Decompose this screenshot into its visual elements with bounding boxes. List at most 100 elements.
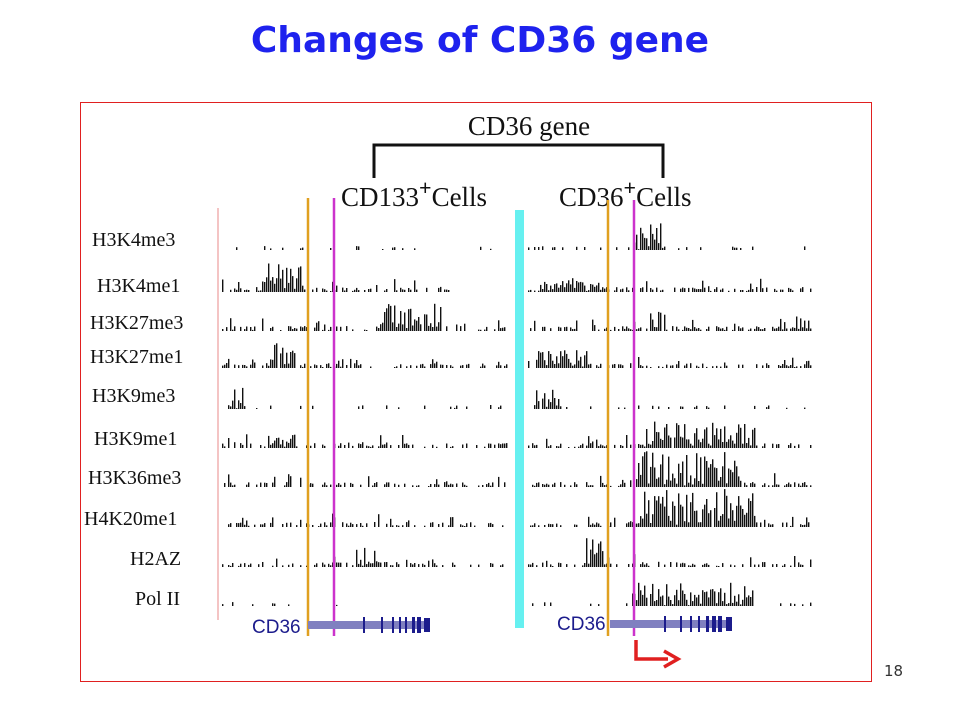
signal-bar bbox=[492, 563, 494, 567]
signal-bar bbox=[542, 562, 544, 567]
signal-bar bbox=[650, 466, 652, 487]
signal-bar bbox=[804, 246, 806, 250]
signal-bar bbox=[684, 563, 686, 567]
signal-bar bbox=[778, 484, 780, 487]
signal-bar bbox=[470, 522, 472, 527]
signal-bar bbox=[340, 443, 342, 448]
signal-bar bbox=[470, 564, 472, 567]
signal-bar bbox=[428, 486, 430, 487]
signal-bar bbox=[740, 480, 742, 487]
signal-bar bbox=[362, 565, 364, 567]
signal-bar bbox=[440, 364, 442, 368]
signal-bar bbox=[692, 563, 694, 567]
signal-bar bbox=[576, 320, 578, 331]
signal-bar bbox=[224, 364, 226, 368]
signal-bar bbox=[464, 484, 466, 487]
signal-bar bbox=[626, 326, 628, 331]
track-label: H3K4me3 bbox=[92, 229, 175, 251]
signal-bar bbox=[574, 364, 576, 368]
signal-bar bbox=[626, 435, 628, 448]
signal-bar bbox=[750, 501, 752, 527]
signal-bar bbox=[536, 565, 538, 567]
signal-bar bbox=[780, 318, 782, 331]
track-label: H4K20me1 bbox=[84, 508, 177, 530]
signal-tracks bbox=[222, 223, 812, 606]
signal-bar bbox=[234, 326, 236, 331]
signal-bar bbox=[490, 563, 492, 567]
signal-bar bbox=[272, 565, 274, 567]
signal-bar bbox=[242, 387, 244, 409]
signal-bar bbox=[310, 483, 312, 487]
signal-bar bbox=[328, 563, 330, 567]
signal-bar bbox=[760, 522, 762, 527]
signal-bar bbox=[588, 290, 590, 292]
signal-bar bbox=[242, 364, 244, 368]
signal-bar bbox=[290, 522, 292, 527]
signal-bar bbox=[642, 456, 644, 487]
signal-bar bbox=[586, 445, 588, 448]
signal-bar bbox=[720, 588, 722, 606]
signal-bar bbox=[764, 328, 766, 331]
signal-bar bbox=[784, 360, 786, 368]
signal-bar bbox=[600, 525, 602, 527]
signal-bar bbox=[704, 429, 706, 448]
signal-bar bbox=[716, 428, 718, 448]
signal-bar bbox=[434, 563, 436, 567]
signal-bar bbox=[664, 246, 666, 250]
signal-bar bbox=[232, 563, 234, 567]
signal-bar bbox=[656, 287, 658, 292]
signal-bar bbox=[544, 326, 546, 331]
signal-bar bbox=[254, 362, 256, 368]
signal-bar bbox=[488, 482, 490, 487]
signal-bar bbox=[680, 288, 682, 292]
signal-bar bbox=[502, 327, 504, 331]
signal-bar bbox=[462, 525, 464, 527]
signal-bar bbox=[644, 585, 646, 606]
signal-bar bbox=[264, 246, 266, 250]
signal-bar bbox=[402, 525, 404, 527]
signal-bar bbox=[754, 427, 756, 448]
signal-bar bbox=[550, 328, 552, 331]
signal-bar bbox=[762, 562, 764, 567]
signal-bar bbox=[744, 482, 746, 487]
signal-bar bbox=[410, 308, 412, 331]
signal-bar bbox=[338, 360, 340, 368]
signal-bar bbox=[294, 328, 296, 331]
signal-bar bbox=[742, 599, 744, 606]
signal-bar bbox=[396, 290, 398, 292]
signal-bar bbox=[362, 525, 364, 527]
signal-bar bbox=[442, 565, 444, 567]
signal-bar bbox=[384, 562, 386, 567]
signal-bar bbox=[330, 291, 332, 292]
signal-bar bbox=[286, 482, 288, 487]
signal-bar bbox=[740, 505, 742, 527]
signal-bar bbox=[530, 328, 532, 331]
signal-bar bbox=[728, 439, 730, 448]
signal-bar bbox=[652, 514, 654, 527]
signal-bar bbox=[326, 525, 328, 527]
signal-bar bbox=[306, 327, 308, 331]
signal-bar bbox=[622, 445, 624, 448]
signal-bar bbox=[804, 482, 806, 487]
signal-bar bbox=[300, 266, 302, 292]
signal-bar bbox=[668, 515, 670, 527]
signal-bar bbox=[582, 443, 584, 448]
track-label: H3K9me1 bbox=[94, 428, 177, 450]
signal-bar bbox=[610, 563, 612, 567]
signal-bar bbox=[684, 594, 686, 606]
signal-bar bbox=[752, 590, 754, 606]
signal-bar bbox=[640, 516, 642, 527]
signal-bar bbox=[264, 282, 266, 292]
signal-bar bbox=[762, 446, 764, 448]
signal-bar bbox=[590, 284, 592, 292]
signal-bar bbox=[788, 445, 790, 448]
signal-bar bbox=[228, 474, 230, 487]
signal-bar bbox=[360, 484, 362, 487]
signal-bar bbox=[366, 523, 368, 527]
signal-bar bbox=[408, 520, 410, 527]
signal-bar bbox=[666, 479, 668, 487]
signal-bar bbox=[314, 327, 316, 331]
signal-bar bbox=[536, 444, 538, 448]
signal-bar bbox=[800, 366, 802, 368]
signal-bar bbox=[622, 479, 624, 487]
